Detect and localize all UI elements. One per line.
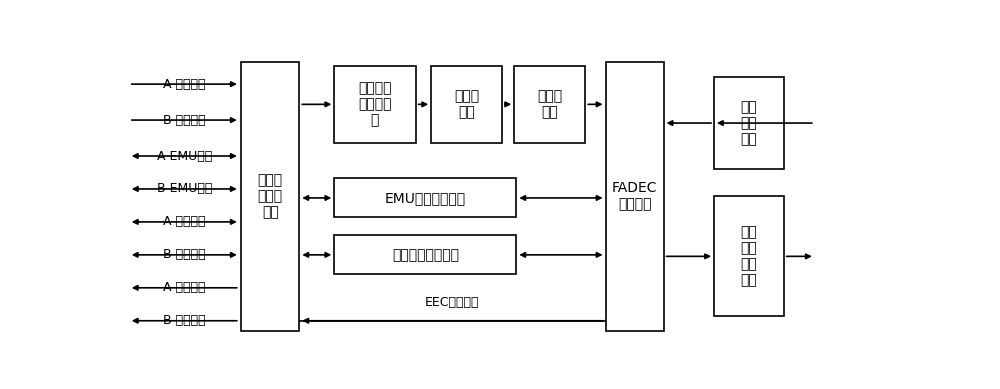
- Text: 传感器
模型: 传感器 模型: [537, 89, 562, 119]
- Text: A 信号输出: A 信号输出: [163, 78, 206, 91]
- Bar: [241, 62, 299, 331]
- Text: 运行
状态
信息
模块: 运行 状态 信息 模块: [740, 225, 757, 287]
- Text: FADEC
仿真总线: FADEC 仿真总线: [612, 181, 657, 212]
- Text: 底层驱
动模拟
程序: 底层驱 动模拟 程序: [258, 173, 283, 220]
- Text: EMU通信模拟模块: EMU通信模拟模块: [385, 191, 466, 205]
- Text: A 信号输入: A 信号输入: [163, 281, 206, 294]
- Bar: [514, 66, 585, 142]
- Text: B 信号输出: B 信号输出: [163, 114, 206, 126]
- Bar: [714, 77, 784, 170]
- Text: EEC输入信号: EEC输入信号: [425, 296, 480, 309]
- Text: B 信号输入: B 信号输入: [163, 314, 206, 327]
- Text: A 飞机通信: A 飞机通信: [163, 216, 206, 228]
- Text: 发动机
模型: 发动机 模型: [454, 89, 479, 119]
- Text: 信号
注入
模块: 信号 注入 模块: [740, 100, 757, 146]
- Text: A EMU通信: A EMU通信: [157, 149, 212, 163]
- Bar: [334, 235, 516, 274]
- Text: 多通道信
号管理组
件: 多通道信 号管理组 件: [358, 81, 392, 128]
- Bar: [431, 66, 502, 142]
- Text: B EMU通信: B EMU通信: [157, 182, 212, 195]
- Bar: [334, 179, 516, 217]
- Text: 飞机通信模拟模块: 飞机通信模拟模块: [392, 248, 459, 262]
- Bar: [714, 196, 784, 316]
- Bar: [334, 66, 416, 142]
- Text: B 飞机通信: B 飞机通信: [163, 248, 206, 261]
- Bar: [606, 62, 664, 331]
